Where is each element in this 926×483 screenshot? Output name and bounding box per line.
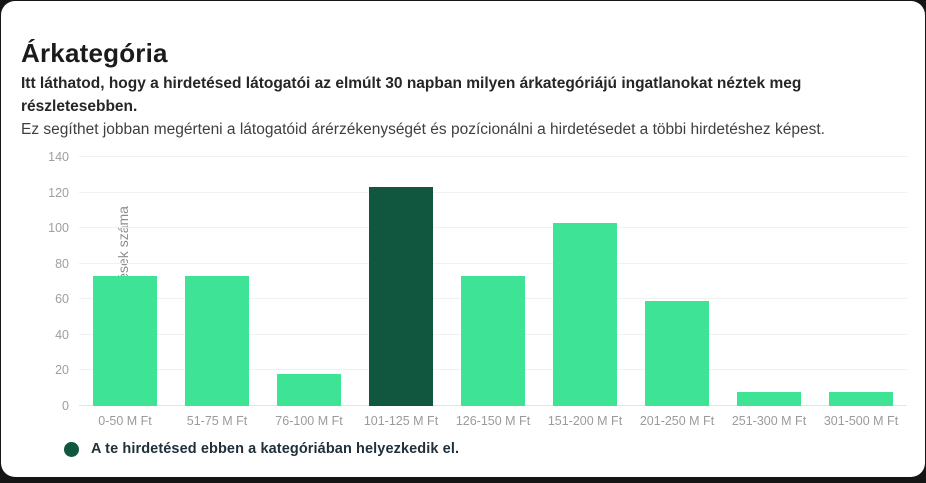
chart-bar-76-100-m-ft[interactable] — [277, 374, 341, 406]
bar-band — [539, 157, 631, 406]
x-axis-label-151-200-m-ft: 151-200 M Ft — [547, 414, 623, 428]
gridline-120 — [79, 191, 907, 193]
y-tick-label-120: 120 — [48, 185, 69, 200]
y-tick-label-0: 0 — [62, 399, 69, 413]
y-tick-label-60: 60 — [55, 292, 69, 307]
bar-band — [79, 157, 171, 406]
y-tick-label-100: 100 — [48, 221, 69, 236]
gridline-80 — [79, 262, 907, 264]
bars-layer — [79, 157, 907, 406]
legend-label: A te hirdetésed ebben a kategóriában hel… — [91, 441, 460, 457]
bar-band — [447, 157, 539, 406]
price-category-bar-chart: Megtekintett hirdetések száma 0204060801… — [1, 149, 925, 435]
chart-bar-201-250-m-ft[interactable] — [645, 301, 709, 406]
chart-bar-151-200-m-ft[interactable] — [553, 222, 617, 406]
page-title: Árkategória — [21, 38, 168, 69]
chart-bar-126-150-m-ft[interactable] — [461, 276, 525, 406]
card-description: Itt láthatod, hogy a hirdetésed látogató… — [21, 72, 905, 141]
gridline-140 — [79, 156, 907, 157]
description-bold-line: Itt láthatod, hogy a hirdetésed látogató… — [21, 75, 802, 115]
chart-bar-301-500-m-ft[interactable] — [829, 391, 893, 406]
x-axis-labels: 0-50 M Ft 51-75 M Ft 76-100 M Ft 101-125 M … — [79, 414, 907, 428]
x-axis-label-251-300-m-ft: 251-300 M Ft — [731, 414, 807, 428]
description-regular-line: Ez segíthet jobban megérteni a látogatói… — [21, 121, 825, 138]
x-axis-label-101-125-m-ft: 101-125 M Ft — [363, 414, 439, 428]
x-axis-label-201-250-m-ft: 201-250 M Ft — [639, 414, 715, 428]
chart-plot-area: Megtekintett hirdetések száma 0204060801… — [48, 150, 907, 413]
x-axis-label-76-100-m-ft: 76-100 M Ft — [275, 414, 343, 428]
chart-bar-251-300-m-ft[interactable] — [737, 391, 801, 406]
chart-bar-101-125-m-ft[interactable] — [369, 187, 433, 406]
gridline-100 — [79, 227, 907, 229]
y-tick-label-40: 40 — [55, 327, 69, 342]
bar-band — [631, 157, 723, 406]
chart-bar-0-50-m-ft[interactable] — [93, 276, 157, 406]
bar-band — [723, 157, 815, 406]
x-axis-label-51-75-m-ft: 51-75 M Ft — [186, 414, 248, 428]
chart-bar-51-75-m-ft[interactable] — [185, 276, 249, 406]
y-tick-label-20: 20 — [55, 363, 69, 378]
x-axis-label-126-150-m-ft: 126-150 M Ft — [455, 414, 531, 428]
x-axis-label-301-500-m-ft: 301-500 M Ft — [823, 414, 899, 428]
x-axis-label-0-50-m-ft: 0-50 M Ft — [98, 414, 152, 428]
bar-band — [355, 157, 447, 406]
bar-band — [815, 157, 907, 406]
bar-band — [171, 157, 263, 406]
y-tick-label-140: 140 — [48, 150, 69, 164]
y-tick-label-80: 80 — [55, 256, 69, 271]
legend: A te hirdetésed ebben a kategóriában hel… — [64, 441, 459, 457]
bar-band — [263, 157, 355, 406]
legend-dot-icon — [64, 441, 79, 457]
